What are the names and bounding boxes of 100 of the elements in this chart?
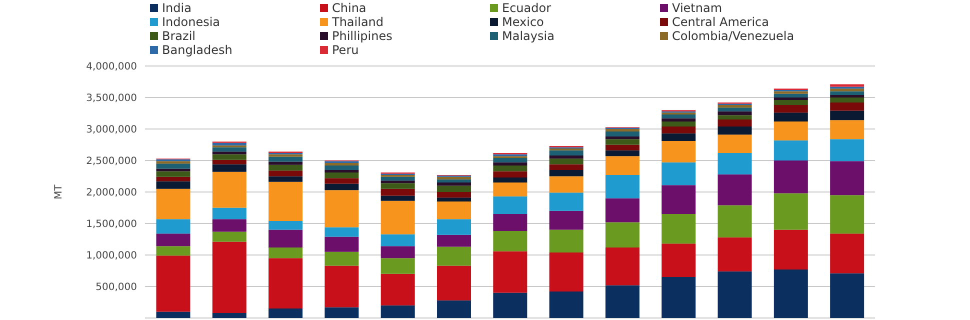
bar: [324, 307, 359, 318]
bar: [830, 273, 864, 318]
bar: [830, 102, 864, 111]
bar: [380, 246, 415, 258]
bar: [774, 269, 808, 318]
bar: [268, 247, 303, 258]
legend-label: Colombia/Venezuela: [672, 29, 794, 43]
legend-label: Brazil: [162, 29, 196, 43]
bar: [380, 183, 415, 189]
bar: [549, 158, 584, 164]
bar: [493, 196, 528, 214]
bar: [437, 192, 471, 198]
bar: [493, 166, 528, 172]
y-tick-label: 3,500,000: [86, 93, 137, 104]
bar: [268, 154, 303, 157]
bar: [718, 134, 752, 153]
bar: [830, 91, 864, 95]
bar: [212, 242, 246, 313]
y-tick-label: 1,000,000: [86, 250, 137, 262]
bar: [605, 247, 640, 286]
bar: [605, 144, 640, 150]
bar: [156, 256, 190, 312]
legend-label: Ecuador: [502, 1, 552, 15]
y-axis-title: MT: [54, 184, 65, 200]
bar: [718, 111, 752, 116]
bar: [718, 152, 752, 174]
bar: [324, 166, 359, 170]
bar: [493, 231, 528, 252]
bar: [718, 205, 752, 238]
bar: [324, 184, 359, 190]
bar: [662, 162, 696, 186]
bar: [380, 176, 415, 181]
bar: [718, 174, 752, 206]
bar: [493, 182, 528, 196]
bar: [662, 114, 696, 118]
bar: [830, 161, 864, 196]
bar: [268, 258, 303, 309]
bar: [718, 271, 752, 318]
bar: [774, 193, 808, 230]
bar: [774, 230, 808, 270]
bar: [493, 251, 528, 293]
bar: [437, 219, 471, 235]
bar: [156, 219, 190, 234]
bar: [774, 100, 808, 106]
bar: [774, 91, 808, 94]
bar: [830, 88, 864, 92]
y-tick-label: 3,000,000: [86, 124, 137, 136]
bar: [493, 214, 528, 232]
bar: [662, 126, 696, 134]
bar: [380, 188, 415, 196]
bar: [549, 176, 584, 193]
bar: [324, 227, 359, 237]
bar: [437, 198, 471, 202]
bar: [493, 158, 528, 162]
bar: [380, 305, 415, 318]
bar: [774, 105, 808, 113]
legend-label: India: [162, 1, 192, 15]
bar: [662, 140, 696, 162]
bar: [605, 285, 640, 318]
bar: [830, 110, 864, 120]
bar: [437, 182, 471, 186]
bar: [774, 98, 808, 100]
bar: [493, 171, 528, 178]
bar: [380, 274, 415, 306]
bar: [830, 139, 864, 162]
bar: [605, 198, 640, 222]
bar: [156, 188, 190, 220]
bar: [212, 160, 246, 164]
bar: [605, 150, 640, 156]
bar: [437, 234, 471, 247]
bar: [718, 105, 752, 108]
bar: [718, 115, 752, 120]
bar: [662, 133, 696, 141]
bar: [774, 160, 808, 194]
bar: [212, 232, 246, 242]
legend-label: Phillipines: [332, 29, 392, 43]
bar: [156, 176, 190, 182]
bar: [830, 98, 864, 103]
bar: [212, 142, 246, 146]
bar: [212, 208, 246, 220]
bar: [212, 312, 246, 318]
bar: [268, 230, 303, 248]
bar: [662, 277, 696, 318]
bar: [549, 164, 584, 170]
bar: [324, 163, 359, 166]
bar: [774, 121, 808, 140]
bar: [437, 201, 471, 220]
bar: [156, 246, 190, 256]
y-tick-label: 1,500,000: [86, 219, 137, 230]
y-tick-label: 2,000,000: [86, 188, 137, 199]
bar: [156, 181, 190, 189]
bar: [156, 164, 190, 169]
legend-label: Malaysia: [502, 29, 554, 43]
y-tick-label: 2,500,000: [86, 156, 137, 168]
bar: [380, 196, 415, 201]
legend-label: China: [332, 1, 366, 15]
bar: [156, 168, 190, 172]
bar: [268, 170, 303, 176]
bar: [212, 172, 246, 208]
legend-label: Mexico: [502, 15, 544, 29]
